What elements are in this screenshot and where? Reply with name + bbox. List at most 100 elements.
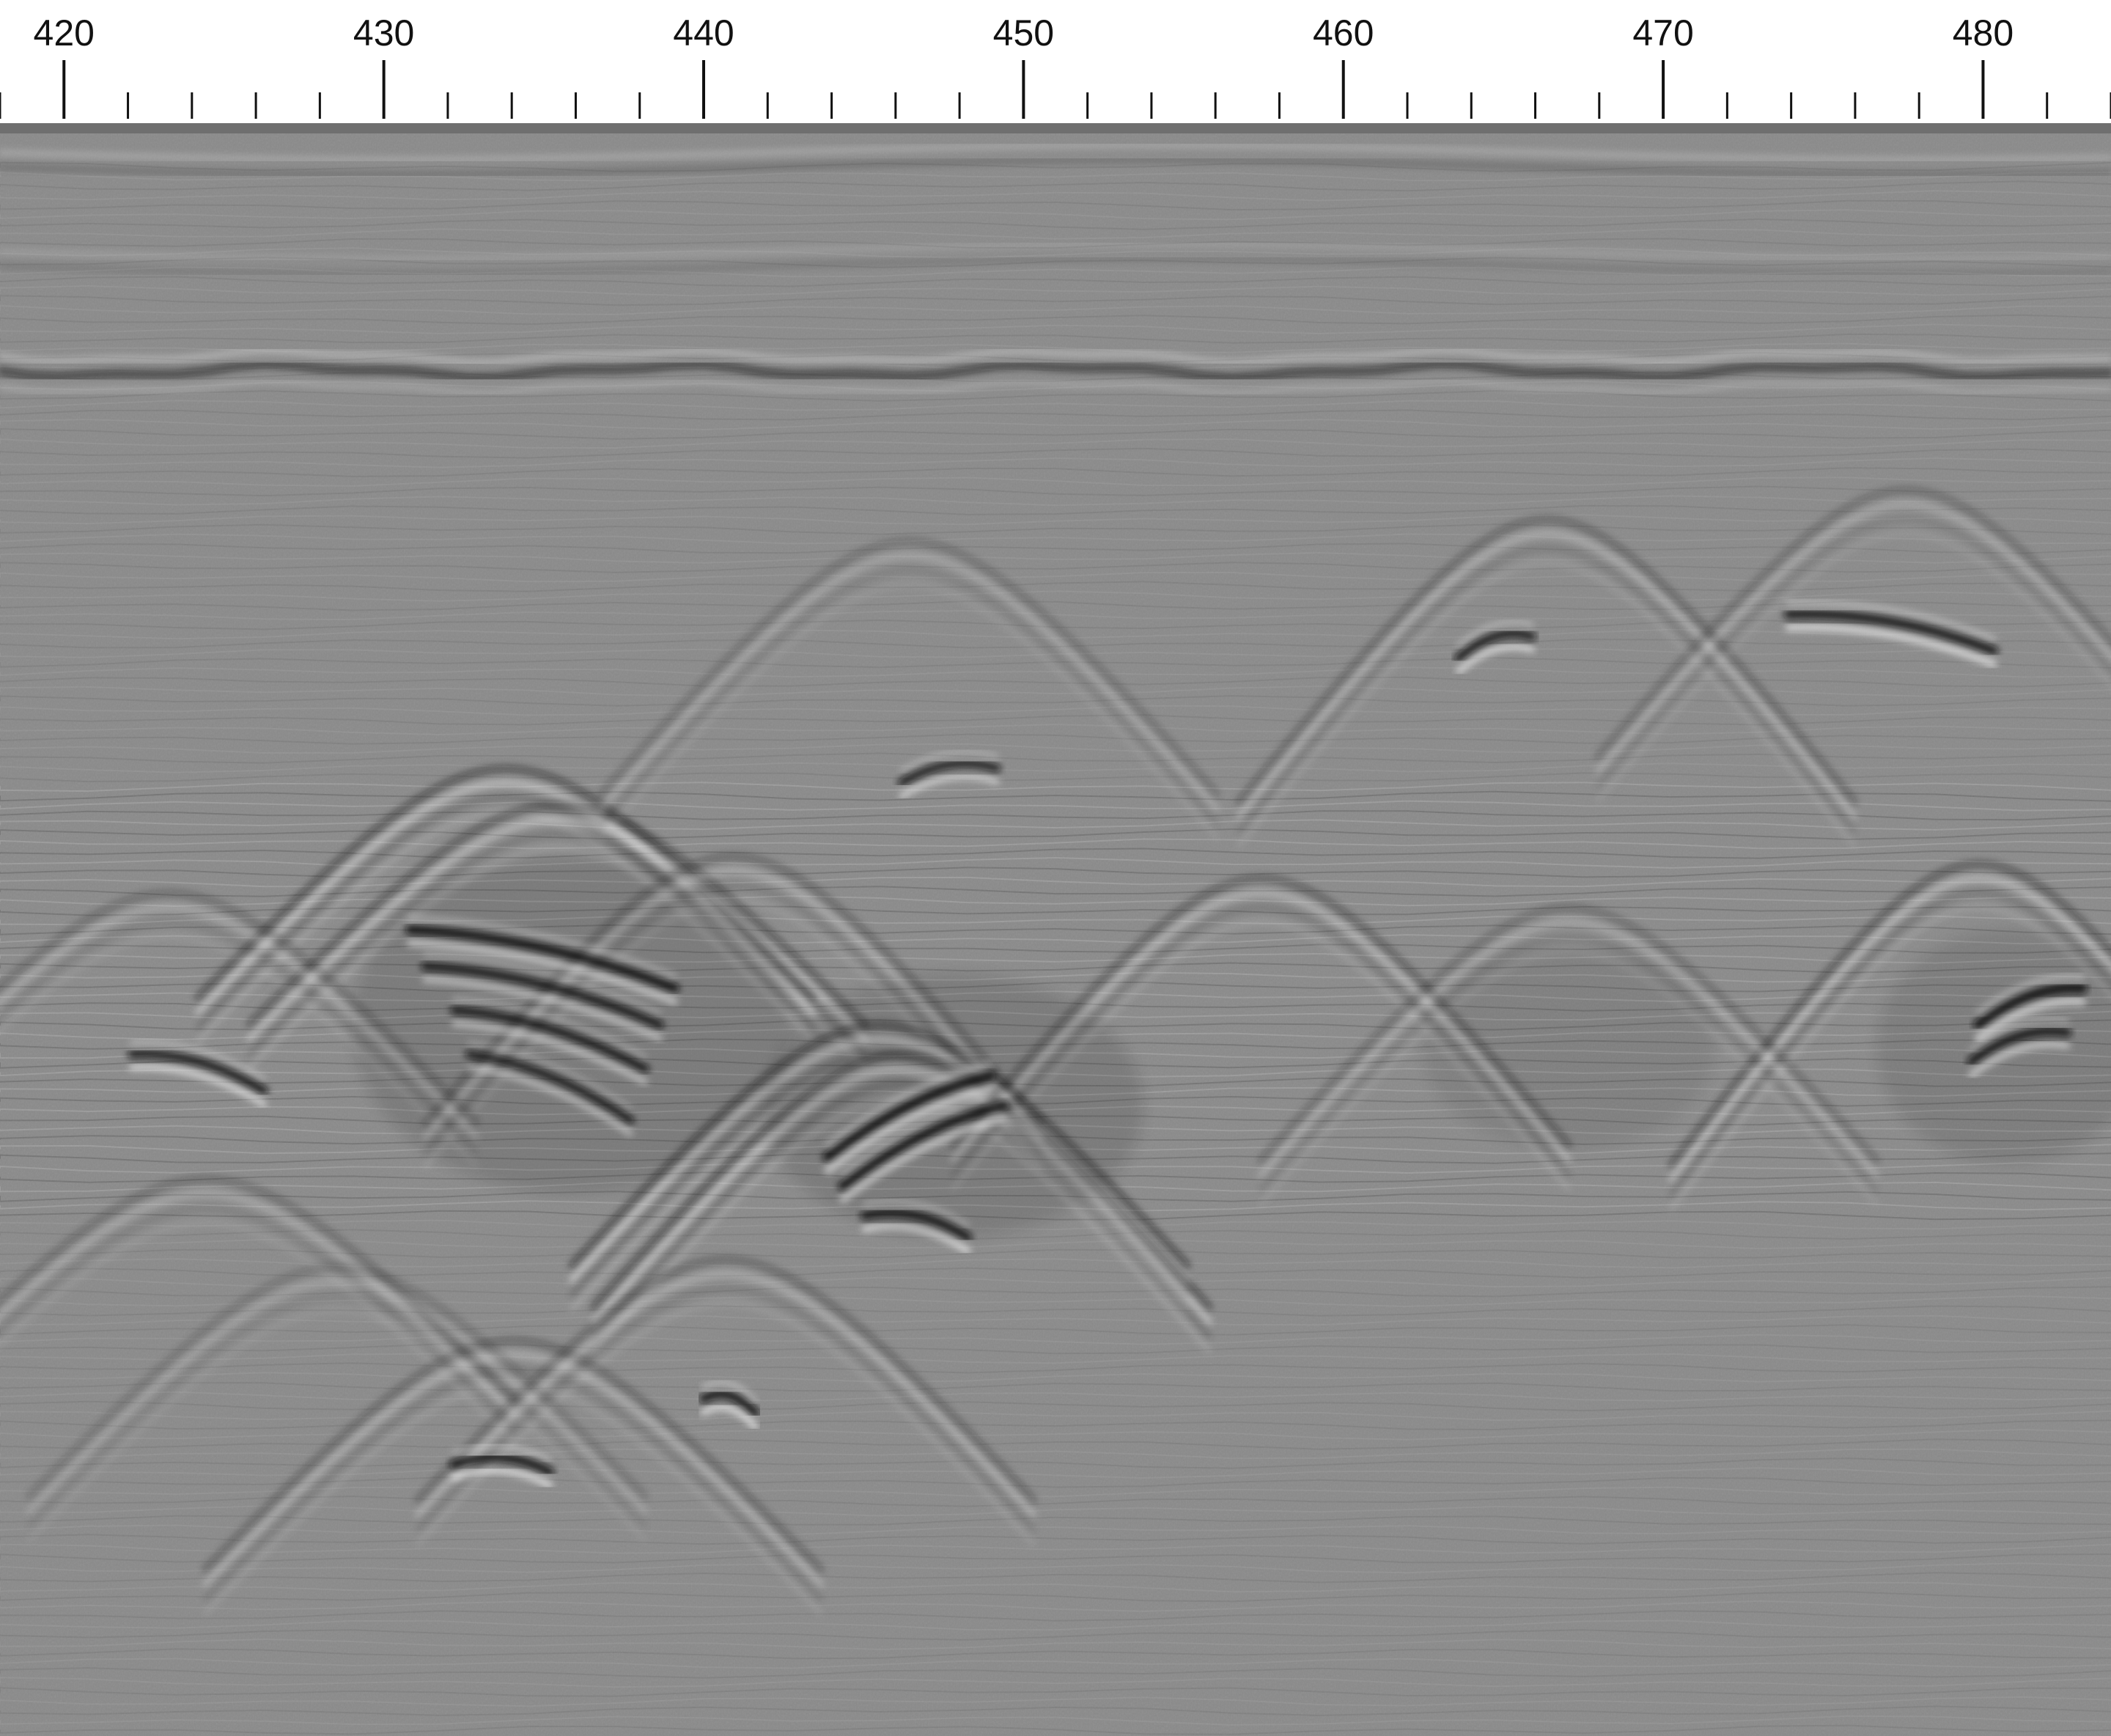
layer-texture — [0, 1705, 2111, 1717]
strong-reflector-highlight — [701, 1379, 758, 1405]
layer-texture — [0, 639, 2111, 649]
energy-zone — [1422, 944, 1715, 1150]
layer-texture — [0, 743, 2111, 754]
layer-texture — [0, 1524, 2111, 1536]
layer-texture — [0, 1343, 2111, 1355]
diffraction-hyperbola — [1237, 561, 1857, 848]
diffraction-hyperbola — [416, 1287, 1036, 1531]
shallow-interface — [0, 347, 2111, 365]
layer-texture — [0, 590, 2111, 602]
diffraction-hyperbola — [1236, 515, 1857, 805]
layer-texture — [0, 457, 2111, 468]
layer-texture — [0, 856, 2111, 869]
layer-texture — [0, 1362, 2111, 1374]
layer-texture — [0, 1591, 2111, 1603]
layer-texture — [0, 1696, 2111, 1707]
diffraction-hyperbola — [0, 1206, 515, 1430]
layer-texture — [0, 477, 2111, 487]
layer-texture — [0, 847, 2111, 859]
radargram-top-band — [0, 123, 2111, 133]
layer-texture — [0, 628, 2111, 640]
layer-texture — [0, 571, 2111, 583]
layer-texture — [0, 295, 2111, 306]
layer-texture — [0, 428, 2111, 440]
ruler-tick-label: 480 — [1953, 12, 2014, 54]
strong-reflector-highlight — [1456, 619, 1534, 649]
diffraction-hyperbola — [599, 568, 1219, 825]
layer-texture — [0, 1248, 2111, 1259]
layer-texture — [0, 390, 2111, 402]
diffraction-hyperbola — [1237, 546, 1857, 834]
layer-texture — [0, 1428, 2111, 1441]
layer-texture — [0, 1438, 2111, 1450]
layer-texture — [0, 1619, 2111, 1631]
layer-texture — [0, 180, 2111, 192]
layer-texture — [0, 467, 2111, 477]
diffraction-hyperbola — [415, 1256, 1036, 1503]
ruler-tick-label: 440 — [673, 12, 734, 54]
shallow-interface — [0, 361, 2111, 382]
diffraction-hyperbola — [1259, 935, 1879, 1192]
diffraction-hyperbola — [1668, 860, 2111, 1168]
shallow-interface — [0, 379, 2111, 395]
ruler-tick-label: 420 — [34, 12, 95, 54]
diffraction-hyperbola — [1595, 501, 2111, 774]
layer-texture — [0, 218, 2111, 230]
layer-texture — [0, 228, 2111, 240]
diffraction-hyperbola — [246, 801, 868, 1027]
strong-reflector — [1783, 609, 1999, 656]
diffraction-hyperbola — [598, 552, 1220, 812]
strong-reflector-highlight — [899, 749, 999, 773]
layer-texture — [0, 944, 2111, 954]
layer-texture — [0, 781, 2111, 792]
radargram-reflections — [0, 142, 2111, 1735]
layer-texture — [0, 1258, 2111, 1269]
layer-texture — [0, 1400, 2111, 1412]
layer-texture — [0, 1543, 2111, 1554]
strong-reflector — [128, 1049, 268, 1095]
layer-texture — [0, 828, 2111, 840]
layer-texture — [0, 1382, 2111, 1392]
layer-texture — [0, 752, 2111, 764]
layer-texture — [0, 1562, 2111, 1574]
layer-texture — [0, 1372, 2111, 1383]
strong-reflector-highlight — [452, 1443, 553, 1463]
layer-texture — [0, 1353, 2111, 1364]
diffraction-hyperbola — [598, 537, 1220, 797]
diffraction-hyperbola — [415, 1270, 1036, 1518]
strong-reflector-highlight — [1456, 644, 1535, 674]
layer-texture — [0, 284, 2111, 297]
layer-texture — [0, 247, 2111, 259]
layer-texture — [0, 514, 2111, 526]
layer-texture — [0, 657, 2111, 669]
diffraction-hyperbola — [1595, 486, 2111, 760]
layer-texture — [0, 1715, 2111, 1726]
layer-texture — [0, 1505, 2111, 1517]
energy-zone — [1876, 930, 2111, 1164]
layer-texture — [0, 1229, 2111, 1240]
layer-texture — [0, 1391, 2111, 1402]
layer-texture — [0, 1448, 2111, 1460]
strong-reflector-highlight — [451, 1467, 553, 1489]
layer-texture — [0, 409, 2111, 421]
layer-texture — [0, 1419, 2111, 1431]
layer-texture — [0, 1629, 2111, 1641]
diffraction-hyperbola — [416, 1301, 1036, 1546]
layer-texture — [0, 1295, 2111, 1308]
layer-texture — [0, 1648, 2111, 1660]
layer-texture — [0, 800, 2111, 812]
upper-soil-band — [0, 158, 2111, 177]
strong-reflector-highlight — [129, 1064, 267, 1107]
diffraction-hyperbola — [1258, 904, 1879, 1163]
layer-texture — [0, 714, 2111, 726]
radargram-image — [0, 123, 2111, 1736]
layer-texture — [0, 924, 2111, 935]
layer-texture — [0, 1324, 2111, 1336]
layer-texture — [0, 1267, 2111, 1279]
layer-texture — [0, 1600, 2111, 1612]
strong-reflector — [897, 759, 1001, 787]
layer-texture — [0, 895, 2111, 908]
ruler-tick-label: 460 — [1313, 12, 1374, 54]
layer-texture — [0, 172, 2111, 182]
layer-texture — [0, 733, 2111, 745]
